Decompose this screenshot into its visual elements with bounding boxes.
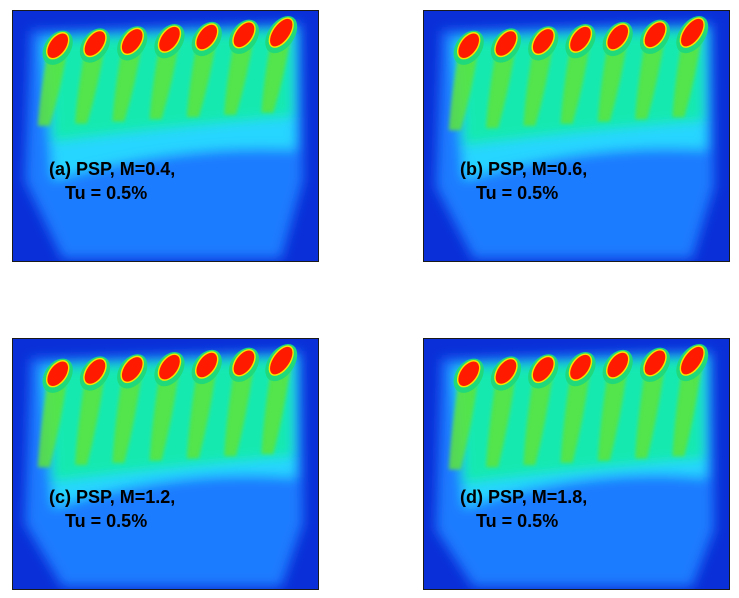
hole-hotspot bbox=[47, 33, 69, 58]
psp-panel-b: (b) PSP, M=0.6, Tu = 0.5% bbox=[423, 10, 730, 262]
hole-hotspot bbox=[233, 22, 255, 48]
caption-line2-a: Tu = 0.5% bbox=[65, 183, 148, 203]
caption-line1-d: (d) PSP, M=1.8, bbox=[460, 487, 588, 507]
hole-hotspot bbox=[681, 346, 704, 375]
film-cooling-contour-c bbox=[13, 339, 318, 589]
psp-panel-a: (a) PSP, M=0.4, Tu = 0.5% bbox=[12, 10, 319, 262]
injection-holes bbox=[453, 16, 709, 65]
film-cooling-contour-d bbox=[424, 339, 729, 589]
hole-hotspot bbox=[681, 18, 704, 47]
injection-holes bbox=[453, 344, 709, 393]
jet-plumes bbox=[448, 33, 703, 131]
hole-hotspot bbox=[196, 24, 218, 50]
hole-hotspot bbox=[47, 361, 69, 386]
hole-hotspot bbox=[570, 26, 591, 52]
caption-line2-d: Tu = 0.5% bbox=[476, 511, 559, 531]
hole-hotspot bbox=[196, 352, 218, 378]
caption-line1-b: (b) PSP, M=0.6, bbox=[460, 159, 588, 179]
hole-hotspot bbox=[607, 24, 629, 50]
hole-hotspot bbox=[607, 352, 629, 378]
hole-hotspot bbox=[121, 357, 143, 382]
panel-caption-c: (c) PSP, M=1.2, Tu = 0.5% bbox=[29, 461, 175, 581]
injection-holes bbox=[42, 16, 298, 65]
jet-plumes bbox=[37, 361, 292, 468]
hole-hotspot bbox=[121, 29, 143, 54]
hole-hotspot bbox=[270, 346, 293, 375]
hole-hotspot bbox=[270, 18, 293, 47]
hole-hotspot bbox=[233, 350, 255, 376]
hole-hotspot bbox=[159, 26, 180, 52]
panel-caption-b: (b) PSP, M=0.6, Tu = 0.5% bbox=[440, 133, 587, 253]
hole-hotspot bbox=[532, 357, 554, 382]
injection-holes bbox=[42, 344, 298, 393]
panel-caption-a: (a) PSP, M=0.4, Tu = 0.5% bbox=[29, 133, 175, 253]
jet-plumes bbox=[448, 361, 703, 470]
hole-hotspot bbox=[495, 359, 517, 384]
film-cooling-contour-a bbox=[13, 11, 318, 261]
panel-caption-d: (d) PSP, M=1.8, Tu = 0.5% bbox=[440, 461, 587, 581]
caption-line1-c: (c) PSP, M=1.2, bbox=[49, 487, 176, 507]
hole-hotspot bbox=[644, 350, 666, 376]
hole-hotspot bbox=[644, 22, 666, 48]
hole-hotspot bbox=[532, 29, 554, 54]
caption-line2-c: Tu = 0.5% bbox=[65, 511, 148, 531]
film-cooling-contour-b bbox=[424, 11, 729, 261]
caption-line2-b: Tu = 0.5% bbox=[476, 183, 559, 203]
hole-hotspot bbox=[458, 33, 480, 58]
caption-line1-a: (a) PSP, M=0.4, bbox=[49, 159, 176, 179]
psp-panel-d: (d) PSP, M=1.8, Tu = 0.5% bbox=[423, 338, 730, 590]
hole-hotspot bbox=[570, 354, 591, 380]
hole-hotspot bbox=[84, 359, 106, 384]
hole-hotspot bbox=[458, 361, 480, 386]
hole-hotspot bbox=[84, 31, 106, 56]
jet-plumes bbox=[37, 33, 292, 126]
psp-panel-c: (c) PSP, M=1.2, Tu = 0.5% bbox=[12, 338, 319, 590]
hole-hotspot bbox=[495, 31, 517, 56]
hole-hotspot bbox=[159, 354, 180, 380]
